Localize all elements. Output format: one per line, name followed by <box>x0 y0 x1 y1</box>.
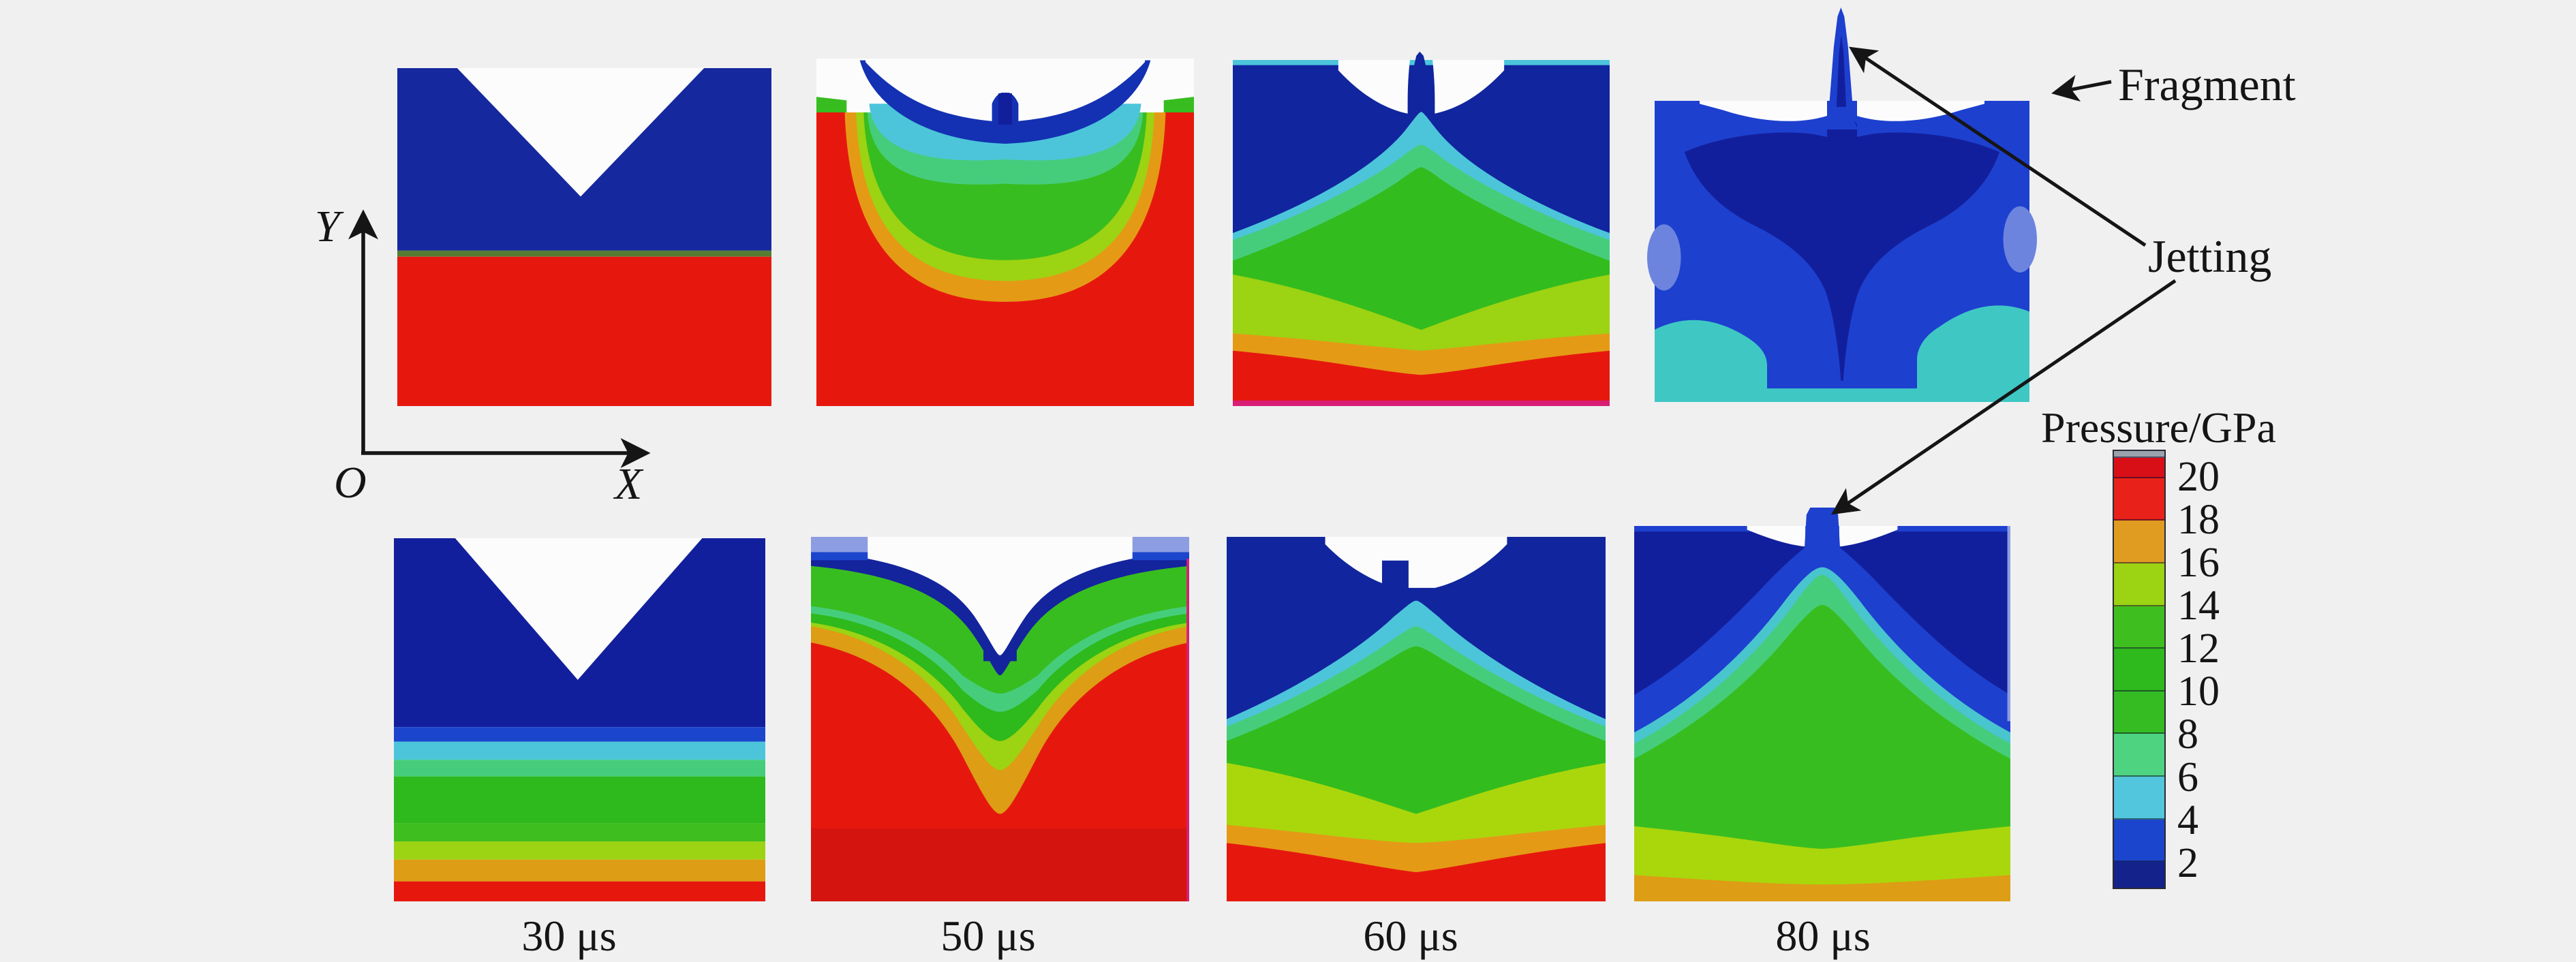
time-label-60us: 60 μs <box>1363 912 1458 960</box>
colorbar-title: Pressure/GPa <box>2041 403 2276 452</box>
band-spring <box>394 760 765 777</box>
crater-white-right <box>1839 526 1898 547</box>
crater-white <box>865 59 1145 121</box>
colorbar-tick-14: 14 <box>2177 583 2220 629</box>
periwinkle-edge <box>2007 526 2010 722</box>
time-label-30us: 30 μs <box>521 912 617 960</box>
band-cyan <box>394 741 765 760</box>
jet-spike-core <box>1836 34 1847 107</box>
interface-line <box>397 250 771 257</box>
band-blue <box>394 727 765 742</box>
colorbar-seg-6-8 <box>2114 734 2164 777</box>
jet-precursor-spike <box>998 93 1012 125</box>
crater-white-left <box>1747 526 1806 547</box>
colorbar-seg-above-20 <box>2114 457 2164 478</box>
contour-panel-bottom-30us <box>394 538 765 901</box>
turquoise-bottom-strip <box>1760 388 1925 402</box>
lavender-shoulder-right <box>1132 537 1189 553</box>
flyer-blue-region <box>397 68 771 251</box>
crater-white <box>1325 537 1507 588</box>
navy-core-blob <box>1685 114 1999 382</box>
jetting-annotation: Jetting <box>2148 230 2272 282</box>
colorbar-tick-18: 18 <box>2177 497 2220 543</box>
colorbar-seg-18-20 <box>2114 478 2164 521</box>
jetting-arrow-bottom <box>1831 279 2177 515</box>
band-gold <box>394 859 765 882</box>
blue-shoulder-left <box>811 552 868 561</box>
jet-spike <box>1407 51 1435 109</box>
contour-panel-bottom-60us <box>1227 537 1606 901</box>
periwinkle-patch-right <box>2003 206 2037 273</box>
y-axis-label: Y <box>315 202 340 251</box>
contour-panel-top-30us <box>397 68 771 406</box>
magenta-edge <box>1186 559 1189 901</box>
contour-panel-top-60us <box>1233 51 1610 406</box>
magenta-edge <box>1233 400 1610 406</box>
colorbar-seg-12-14 <box>2114 606 2164 649</box>
colorbar-tick-20: 20 <box>2177 454 2220 500</box>
colorbar-seg-2-4 <box>2114 819 2164 863</box>
jet-spike-block <box>1381 560 1409 590</box>
band-green-bright <box>394 823 765 842</box>
contour-panel-top-50us <box>816 59 1194 407</box>
contour-panel-bottom-50us <box>811 537 1189 901</box>
colorbar-cap <box>2114 451 2164 458</box>
contour-panel-top-80us <box>1647 7 2037 402</box>
turquoise-bottom-right <box>1917 305 2029 402</box>
colorbar-seg-4-6 <box>2114 777 2164 820</box>
x-axis-label: X <box>615 459 643 509</box>
jet-spike <box>1805 508 1840 558</box>
colorbar-seg-14-16 <box>2114 563 2164 606</box>
navy-wings <box>1634 531 2010 695</box>
colorbar-seg-10-12 <box>2114 649 2164 692</box>
colorbar-tick-12: 12 <box>2177 625 2220 672</box>
fragment-arrow <box>2051 74 2112 102</box>
band-red <box>394 881 765 901</box>
colorbar-tick-4: 4 <box>2177 797 2198 843</box>
green-sliver-right <box>1163 97 1194 113</box>
origin-label: O <box>334 458 367 508</box>
green-sliver-left <box>816 97 847 113</box>
time-label-80us: 80 μs <box>1775 912 1871 960</box>
crater-bump-right <box>1007 648 1017 662</box>
band-yellow-green <box>394 841 765 860</box>
lavender-shoulder-left <box>811 537 868 553</box>
detonation-red-region <box>397 256 771 406</box>
dark-red-bottom <box>811 828 1189 901</box>
pressure-colorbar <box>2113 450 2166 889</box>
navy-flyer-v <box>394 538 765 728</box>
crater-white <box>811 537 1189 655</box>
colorbar-seg-below-2 <box>2114 862 2164 888</box>
blue-shoulder-right <box>1132 552 1189 561</box>
crater-white-left <box>1338 60 1410 114</box>
surface-notch-right <box>1857 101 1984 121</box>
time-label-50us: 50 μs <box>940 912 1036 960</box>
colorbar-tick-2: 2 <box>2177 840 2198 886</box>
navy-wings <box>1233 65 1610 234</box>
band-green <box>394 776 765 824</box>
colorbar-tick-16: 16 <box>2177 540 2220 586</box>
crater-bump-left <box>983 648 994 662</box>
contour-panel-bottom-80us <box>1634 508 2010 901</box>
colorbar-tick-10: 10 <box>2177 668 2220 715</box>
jetting-arrow-top <box>1849 46 2147 247</box>
fragment-annotation: Fragment <box>2118 59 2296 110</box>
colorbar-tick-8: 8 <box>2177 711 2198 758</box>
crater-white-right <box>1432 60 1505 114</box>
colorbar-seg-8-10 <box>2114 691 2164 734</box>
turquoise-bottom-left <box>1655 320 1767 402</box>
colorbar-seg-16-18 <box>2114 521 2164 563</box>
navy-wings <box>1227 537 1606 719</box>
surface-notch-left <box>1700 101 1827 121</box>
colorbar-tick-6: 6 <box>2177 754 2198 801</box>
periwinkle-patch-left <box>1647 224 1681 291</box>
